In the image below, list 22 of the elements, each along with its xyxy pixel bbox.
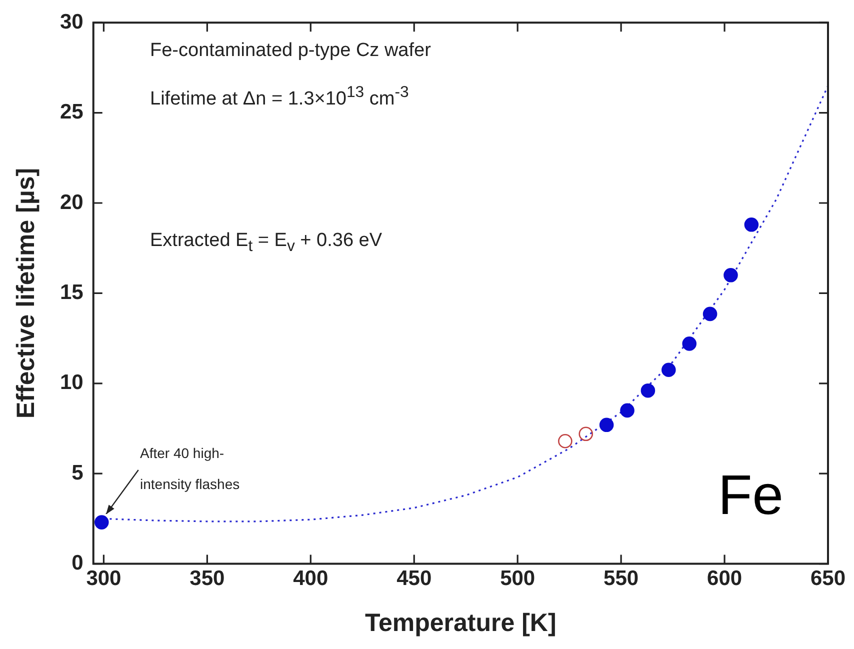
- annotation: Lifetime at Δn = 1.3×10$^{13}$ cm$^{-3}$: [150, 84, 409, 110]
- y-tick-label: 25: [60, 100, 84, 124]
- annotation: Fe-contaminated p-type Cz wafer: [150, 40, 431, 62]
- annotation: After 40 high-intensity flashes: [140, 444, 240, 494]
- x-tick-label: 500: [500, 567, 536, 590]
- x-tick-label: 450: [396, 567, 432, 590]
- y-axis-title: Effective lifetime [µs]: [12, 168, 40, 418]
- x-tick-label: 300: [86, 567, 122, 590]
- x-tick-label: 400: [293, 567, 328, 590]
- y-tick-label: 5: [72, 461, 84, 484]
- y-tick-label: 0: [72, 552, 84, 575]
- x-tick-label: 650: [810, 567, 846, 590]
- x-tick-label: 350: [190, 567, 225, 590]
- annotation: Extracted E$_{t}$ = E$_{v}$ + 0.36 eV: [150, 230, 382, 256]
- x-tick-label: 550: [604, 567, 639, 590]
- y-tick-label: 20: [60, 190, 84, 214]
- x-axis-title: Temperature [K]: [365, 608, 556, 637]
- x-tick-label: 600: [707, 567, 742, 590]
- y-tick-label: 10: [60, 371, 84, 394]
- y-tick-label: 15: [60, 280, 84, 304]
- y-tick-label: 30: [60, 10, 84, 34]
- annotation: Fe: [718, 462, 784, 527]
